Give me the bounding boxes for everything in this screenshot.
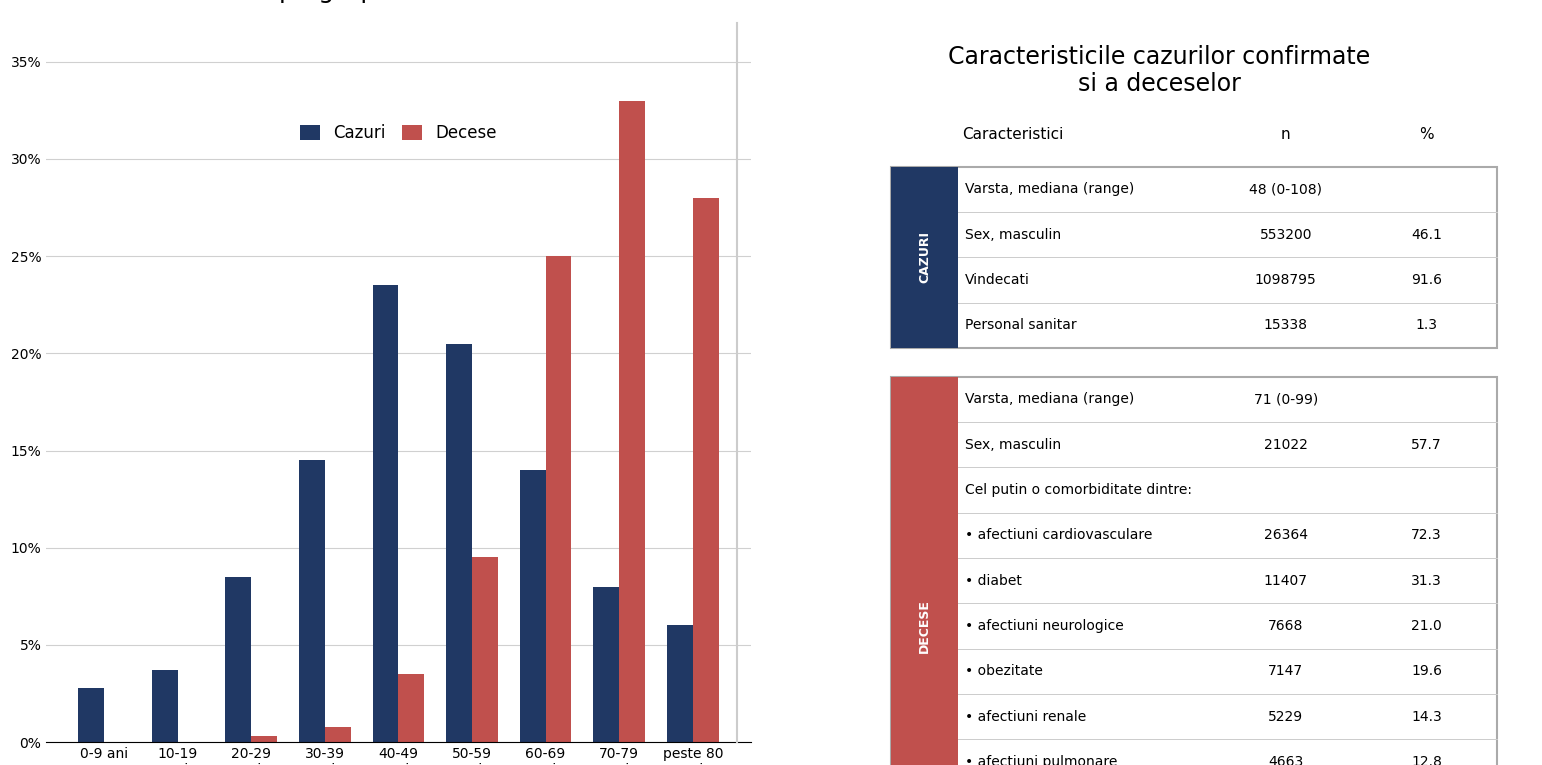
Text: Varsta, mediana (range): Varsta, mediana (range) xyxy=(965,392,1135,406)
Text: 21.0: 21.0 xyxy=(1411,619,1442,633)
Bar xyxy=(472,558,498,742)
Text: 71 (0-99): 71 (0-99) xyxy=(1254,392,1318,406)
Text: 14.3: 14.3 xyxy=(1411,709,1442,724)
Text: 11407: 11407 xyxy=(1264,574,1308,588)
Text: 1098795: 1098795 xyxy=(1255,273,1317,287)
Text: n: n xyxy=(1281,127,1291,142)
Text: • afectiuni renale: • afectiuni renale xyxy=(965,709,1087,724)
Text: 21022: 21022 xyxy=(1264,438,1308,451)
Text: 26364: 26364 xyxy=(1264,529,1308,542)
Text: %: % xyxy=(1419,127,1434,142)
Bar xyxy=(446,343,472,742)
Text: • afectiuni pulmonare: • afectiuni pulmonare xyxy=(965,755,1118,765)
Text: • afectiuni cardiovasculare: • afectiuni cardiovasculare xyxy=(965,529,1153,542)
Text: 5229: 5229 xyxy=(1268,709,1303,724)
Bar xyxy=(398,674,424,742)
Legend: Cazuri, Decese: Cazuri, Decese xyxy=(293,118,504,149)
Text: • obezitate: • obezitate xyxy=(965,664,1044,679)
Text: 7668: 7668 xyxy=(1268,619,1303,633)
Bar xyxy=(692,198,719,742)
Text: 46.1: 46.1 xyxy=(1411,228,1442,242)
Text: 31.3: 31.3 xyxy=(1411,574,1442,588)
Text: Varsta, mediana (range): Varsta, mediana (range) xyxy=(965,182,1135,197)
Bar xyxy=(325,727,350,742)
Text: Caracteristici: Caracteristici xyxy=(962,127,1062,142)
Bar xyxy=(79,688,103,742)
Text: • afectiuni neurologice: • afectiuni neurologice xyxy=(965,619,1124,633)
Text: • diabet: • diabet xyxy=(965,574,1022,588)
Bar xyxy=(520,470,546,742)
Text: CAZURI: CAZURI xyxy=(919,231,931,283)
Bar xyxy=(546,256,572,742)
FancyBboxPatch shape xyxy=(891,376,958,765)
Text: Caracteristicile cazurilor confirmate
si a deceselor: Caracteristicile cazurilor confirmate si… xyxy=(948,44,1371,96)
Text: 15338: 15338 xyxy=(1264,318,1308,332)
Bar xyxy=(225,577,251,742)
Text: 553200: 553200 xyxy=(1260,228,1312,242)
Bar xyxy=(594,587,620,742)
FancyBboxPatch shape xyxy=(891,167,958,348)
Text: 48 (0-108): 48 (0-108) xyxy=(1249,182,1323,197)
Text: 7147: 7147 xyxy=(1268,664,1303,679)
FancyBboxPatch shape xyxy=(891,167,1497,348)
Bar xyxy=(668,626,692,742)
Text: 4663: 4663 xyxy=(1268,755,1303,765)
Text: Sex, masculin: Sex, masculin xyxy=(965,438,1061,451)
Text: 91.6: 91.6 xyxy=(1411,273,1442,287)
Text: 12.8: 12.8 xyxy=(1411,755,1442,765)
Bar xyxy=(373,285,398,742)
Title: Ponderea cazurilor si deceselor
pe grupe de vârsta: Ponderea cazurilor si deceselor pe grupe… xyxy=(204,0,594,3)
Text: 19.6: 19.6 xyxy=(1411,664,1442,679)
Bar xyxy=(251,736,278,742)
Text: 57.7: 57.7 xyxy=(1411,438,1442,451)
Text: DECESE: DECESE xyxy=(919,599,931,653)
Text: Sex, masculin: Sex, masculin xyxy=(965,228,1061,242)
Text: 1.3: 1.3 xyxy=(1416,318,1437,332)
Bar xyxy=(620,101,645,742)
Text: Personal sanitar: Personal sanitar xyxy=(965,318,1076,332)
Text: Cel putin o comorbiditate dintre:: Cel putin o comorbiditate dintre: xyxy=(965,483,1192,497)
Bar xyxy=(151,670,177,742)
Bar xyxy=(299,461,325,742)
Text: Vindecati: Vindecati xyxy=(965,273,1030,287)
Text: 72.3: 72.3 xyxy=(1411,529,1442,542)
FancyBboxPatch shape xyxy=(891,376,1497,765)
